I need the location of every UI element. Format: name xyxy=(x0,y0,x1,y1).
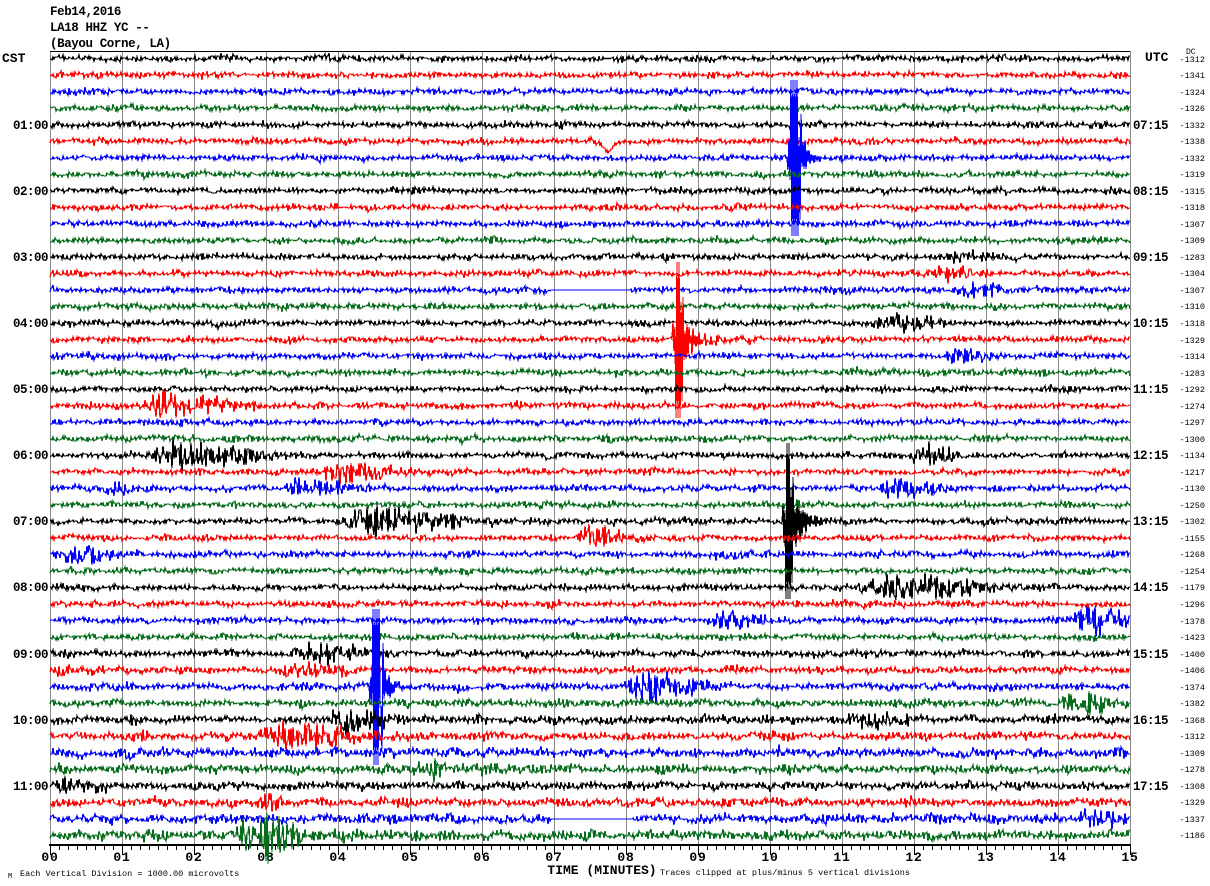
svg-text:-1326: -1326 xyxy=(1179,104,1205,114)
svg-text:-1332: -1332 xyxy=(1179,121,1205,131)
svg-text:-1307: -1307 xyxy=(1179,286,1205,296)
svg-text:-1134: -1134 xyxy=(1179,451,1205,461)
svg-text:UTC: UTC xyxy=(1145,50,1169,65)
svg-text:12:15: 12:15 xyxy=(1133,449,1168,463)
svg-text:10:15: 10:15 xyxy=(1133,317,1168,331)
svg-text:LA18 HHZ YC --: LA18 HHZ YC -- xyxy=(50,21,149,35)
svg-text:Traces clipped at plus/minus 5: Traces clipped at plus/minus 5 vertical … xyxy=(660,868,910,878)
svg-text:07:00: 07:00 xyxy=(13,515,48,529)
svg-text:04: 04 xyxy=(329,850,346,865)
svg-text:-1302: -1302 xyxy=(1179,517,1205,527)
svg-text:08:00: 08:00 xyxy=(13,581,48,595)
svg-text:Feb14,2016: Feb14,2016 xyxy=(50,5,121,19)
svg-text:09: 09 xyxy=(689,850,706,865)
svg-text:-1423: -1423 xyxy=(1179,633,1205,643)
svg-text:-1179: -1179 xyxy=(1179,583,1205,593)
svg-text:-1338: -1338 xyxy=(1179,137,1205,147)
svg-text:14:15: 14:15 xyxy=(1133,581,1168,595)
svg-text:-1319: -1319 xyxy=(1179,170,1205,180)
svg-text:-1400: -1400 xyxy=(1179,650,1205,660)
svg-text:-1406: -1406 xyxy=(1179,666,1205,676)
svg-text:-1382: -1382 xyxy=(1179,699,1205,709)
svg-text:17:15: 17:15 xyxy=(1133,780,1168,794)
svg-text:-1130: -1130 xyxy=(1179,484,1205,494)
svg-text:08:15: 08:15 xyxy=(1133,185,1168,199)
svg-text:02: 02 xyxy=(185,850,202,865)
svg-text:01:00: 01:00 xyxy=(13,119,48,133)
svg-text:06:00: 06:00 xyxy=(13,449,48,463)
svg-text:12: 12 xyxy=(905,850,922,865)
svg-text:01: 01 xyxy=(113,850,130,865)
svg-text:M: M xyxy=(8,873,12,881)
svg-text:00: 00 xyxy=(41,850,58,865)
svg-text:05:00: 05:00 xyxy=(13,383,48,397)
svg-text:-1374: -1374 xyxy=(1179,683,1205,693)
svg-text:13: 13 xyxy=(977,850,994,865)
svg-text:-1329: -1329 xyxy=(1179,336,1205,346)
svg-text:-1307: -1307 xyxy=(1179,220,1205,230)
svg-text:-1278: -1278 xyxy=(1179,765,1205,775)
svg-text:-1304: -1304 xyxy=(1179,269,1205,279)
svg-text:-1250: -1250 xyxy=(1179,501,1205,511)
svg-text:-1378: -1378 xyxy=(1179,617,1205,627)
svg-text:-1324: -1324 xyxy=(1179,88,1205,98)
svg-text:15:15: 15:15 xyxy=(1133,648,1168,662)
svg-text:14: 14 xyxy=(1049,850,1066,865)
svg-text:10:00: 10:00 xyxy=(13,714,48,728)
svg-text:-1292: -1292 xyxy=(1179,385,1205,395)
svg-text:07:15: 07:15 xyxy=(1133,119,1168,133)
svg-text:-1296: -1296 xyxy=(1179,600,1205,610)
svg-text:(Bayou Corne, LA): (Bayou Corne, LA) xyxy=(50,37,171,51)
svg-text:11: 11 xyxy=(833,850,850,865)
svg-text:11:15: 11:15 xyxy=(1133,383,1168,397)
svg-text:-1268: -1268 xyxy=(1179,550,1205,560)
svg-text:-1283: -1283 xyxy=(1179,253,1205,263)
svg-text:-1332: -1332 xyxy=(1179,154,1205,164)
svg-text:-1310: -1310 xyxy=(1179,302,1205,312)
svg-text:05: 05 xyxy=(401,850,418,865)
svg-text:-1329: -1329 xyxy=(1179,798,1205,808)
svg-text:07: 07 xyxy=(545,850,562,865)
svg-text:10: 10 xyxy=(761,850,778,865)
svg-text:-1315: -1315 xyxy=(1179,187,1205,197)
svg-text:-1312: -1312 xyxy=(1179,732,1205,742)
svg-text:03:00: 03:00 xyxy=(13,251,48,265)
svg-text:06: 06 xyxy=(473,850,490,865)
svg-text:-1155: -1155 xyxy=(1179,534,1205,544)
svg-text:-1368: -1368 xyxy=(1179,716,1205,726)
svg-text:16:15: 16:15 xyxy=(1133,714,1168,728)
svg-text:CST: CST xyxy=(2,51,26,66)
svg-text:02:00: 02:00 xyxy=(13,185,48,199)
svg-text:-1312: -1312 xyxy=(1179,55,1205,65)
svg-text:-1186: -1186 xyxy=(1179,831,1205,841)
svg-text:TIME (MINUTES): TIME (MINUTES) xyxy=(547,863,656,878)
svg-text:-1308: -1308 xyxy=(1179,782,1205,792)
svg-text:-1309: -1309 xyxy=(1179,749,1205,759)
svg-text:-1254: -1254 xyxy=(1179,567,1205,577)
svg-text:-1341: -1341 xyxy=(1179,71,1205,81)
svg-text:13:15: 13:15 xyxy=(1133,515,1168,529)
svg-text:-1314: -1314 xyxy=(1179,352,1205,362)
svg-text:-1274: -1274 xyxy=(1179,402,1205,412)
svg-text:-1217: -1217 xyxy=(1179,468,1205,478)
svg-text:09:15: 09:15 xyxy=(1133,251,1168,265)
svg-text:-1300: -1300 xyxy=(1179,435,1205,445)
svg-text:-1297: -1297 xyxy=(1179,418,1205,428)
svg-text:15: 15 xyxy=(1121,850,1138,865)
svg-text:09:00: 09:00 xyxy=(13,648,48,662)
svg-text:-1318: -1318 xyxy=(1179,203,1205,213)
svg-text:08: 08 xyxy=(617,850,634,865)
svg-text:Each Vertical Division = 1000.: Each Vertical Division = 1000.00 microvo… xyxy=(20,869,239,879)
svg-text:-1337: -1337 xyxy=(1179,815,1205,825)
svg-text:DC: DC xyxy=(1186,48,1196,57)
svg-text:-1283: -1283 xyxy=(1179,369,1205,379)
svg-text:-1309: -1309 xyxy=(1179,236,1205,246)
svg-text:11:00: 11:00 xyxy=(13,780,48,794)
svg-text:04:00: 04:00 xyxy=(13,317,48,331)
svg-text:-1318: -1318 xyxy=(1179,319,1205,329)
